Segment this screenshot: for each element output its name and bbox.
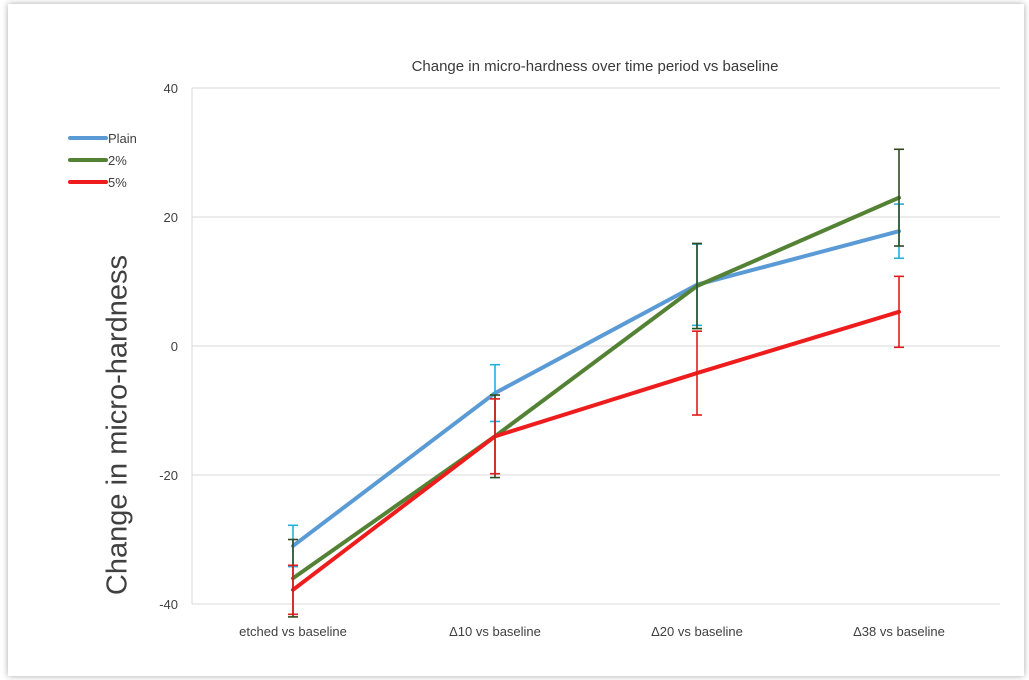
error-bar (288, 565, 298, 614)
gridlines (192, 88, 1000, 604)
x-category-label: Δ20 vs baseline (651, 624, 743, 639)
legend: Plain 2% 5% (70, 131, 137, 190)
series-line-0 (293, 231, 899, 546)
y-tick-label: 0 (171, 339, 178, 354)
y-tick-label: -20 (159, 468, 178, 483)
legend-label: 5% (108, 175, 127, 190)
y-tick-labels: 40 20 0 -20 -40 (159, 81, 178, 612)
legend-label: 2% (108, 153, 127, 168)
y-tick-label: 20 (164, 210, 178, 225)
x-category-label: Δ10 vs baseline (449, 624, 541, 639)
legend-label: Plain (108, 131, 137, 146)
y-tick-label: 40 (164, 81, 178, 96)
x-category-labels: etched vs baseline Δ10 vs baseline Δ20 vs … (239, 624, 945, 639)
y-tick-label: -40 (159, 597, 178, 612)
error-bars (288, 149, 904, 617)
x-category-label: Δ38 vs baseline (853, 624, 945, 639)
x-category-label: etched vs baseline (239, 624, 347, 639)
series-line-2 (293, 312, 899, 590)
series-lines (293, 198, 899, 590)
